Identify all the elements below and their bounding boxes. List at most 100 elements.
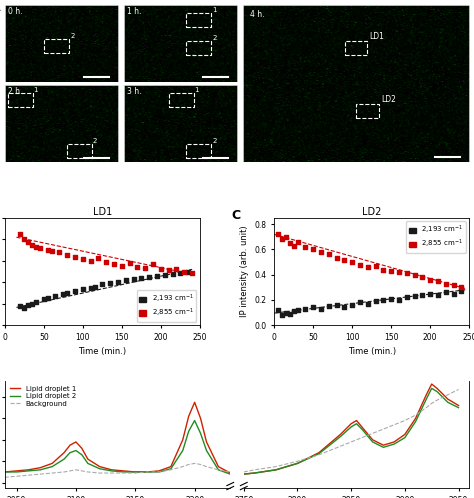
- Text: LD2: LD2: [381, 95, 396, 104]
- Text: 3 h.: 3 h.: [128, 88, 142, 97]
- Point: [340, 303, 348, 311]
- Point: [458, 283, 465, 291]
- Point: [442, 279, 450, 287]
- Point: [395, 268, 403, 276]
- Text: 2 h.: 2 h.: [8, 88, 22, 97]
- Point: [161, 271, 169, 279]
- Point: [419, 273, 426, 281]
- Point: [411, 271, 419, 279]
- Point: [364, 263, 372, 271]
- Point: [333, 301, 340, 309]
- Point: [372, 297, 379, 305]
- Text: 1: 1: [194, 87, 199, 93]
- Point: [434, 291, 442, 299]
- Point: [294, 238, 301, 246]
- Title: LD2: LD2: [362, 207, 382, 217]
- Point: [32, 243, 40, 251]
- Point: [24, 238, 32, 246]
- Point: [419, 291, 426, 299]
- Point: [348, 258, 356, 266]
- Point: [71, 252, 79, 260]
- Point: [274, 306, 282, 314]
- Point: [130, 275, 137, 283]
- Point: [28, 300, 36, 308]
- Text: 1: 1: [33, 87, 37, 93]
- Point: [310, 303, 317, 311]
- Point: [450, 281, 457, 289]
- Text: C: C: [231, 209, 240, 222]
- Point: [181, 267, 188, 275]
- Point: [387, 267, 395, 275]
- Y-axis label: IP intensity (arb. unit): IP intensity (arb. unit): [240, 226, 249, 317]
- Point: [48, 247, 55, 255]
- Point: [157, 265, 164, 273]
- X-axis label: Time (min.): Time (min.): [347, 347, 396, 356]
- Point: [91, 282, 98, 290]
- Point: [122, 276, 129, 284]
- Point: [294, 306, 301, 314]
- Title: LD1: LD1: [93, 207, 112, 217]
- Point: [356, 260, 364, 268]
- Legend: Lipid droplet 1, Lipid droplet 2, Background: Lipid droplet 1, Lipid droplet 2, Backgr…: [8, 384, 77, 408]
- Point: [64, 251, 71, 259]
- Text: 2: 2: [70, 33, 75, 39]
- Point: [317, 305, 325, 313]
- Point: [87, 257, 94, 265]
- Point: [278, 311, 286, 319]
- Point: [55, 248, 63, 256]
- Point: [274, 231, 282, 239]
- Point: [95, 253, 102, 261]
- Point: [153, 272, 161, 280]
- Point: [325, 302, 333, 310]
- Point: [106, 279, 114, 287]
- Point: [36, 244, 44, 252]
- Point: [301, 243, 309, 251]
- Point: [114, 278, 122, 286]
- Point: [333, 254, 340, 262]
- Text: 4 h.: 4 h.: [250, 9, 264, 19]
- Text: 2: 2: [212, 138, 217, 144]
- Point: [301, 305, 309, 313]
- Point: [188, 268, 196, 276]
- Point: [99, 280, 106, 288]
- Point: [134, 263, 141, 271]
- Point: [356, 298, 364, 306]
- Point: [282, 309, 290, 317]
- Point: [40, 295, 47, 303]
- Point: [71, 287, 79, 295]
- Point: [411, 292, 419, 300]
- Point: [79, 254, 87, 262]
- X-axis label: Time (min.): Time (min.): [78, 347, 127, 356]
- Point: [458, 287, 465, 295]
- Point: [44, 246, 52, 254]
- Point: [141, 264, 149, 272]
- Text: 2: 2: [93, 138, 97, 144]
- Point: [184, 267, 192, 275]
- Point: [102, 258, 110, 266]
- Point: [20, 304, 28, 312]
- Point: [118, 262, 126, 270]
- Point: [450, 290, 457, 298]
- Point: [110, 260, 118, 268]
- Text: 0 h.: 0 h.: [8, 7, 23, 16]
- Point: [348, 301, 356, 309]
- Point: [372, 262, 379, 270]
- Point: [286, 310, 293, 318]
- Point: [44, 294, 52, 302]
- Point: [290, 307, 297, 315]
- Text: 2: 2: [212, 35, 217, 41]
- Point: [427, 290, 434, 298]
- Point: [79, 285, 87, 293]
- Point: [149, 260, 157, 268]
- Point: [173, 265, 180, 273]
- Point: [317, 248, 325, 256]
- Point: [364, 300, 372, 308]
- Point: [17, 302, 24, 310]
- Point: [442, 288, 450, 296]
- Point: [20, 236, 28, 244]
- Point: [387, 295, 395, 303]
- Point: [290, 242, 297, 249]
- Point: [278, 236, 286, 244]
- Point: [64, 289, 71, 297]
- Point: [28, 241, 36, 249]
